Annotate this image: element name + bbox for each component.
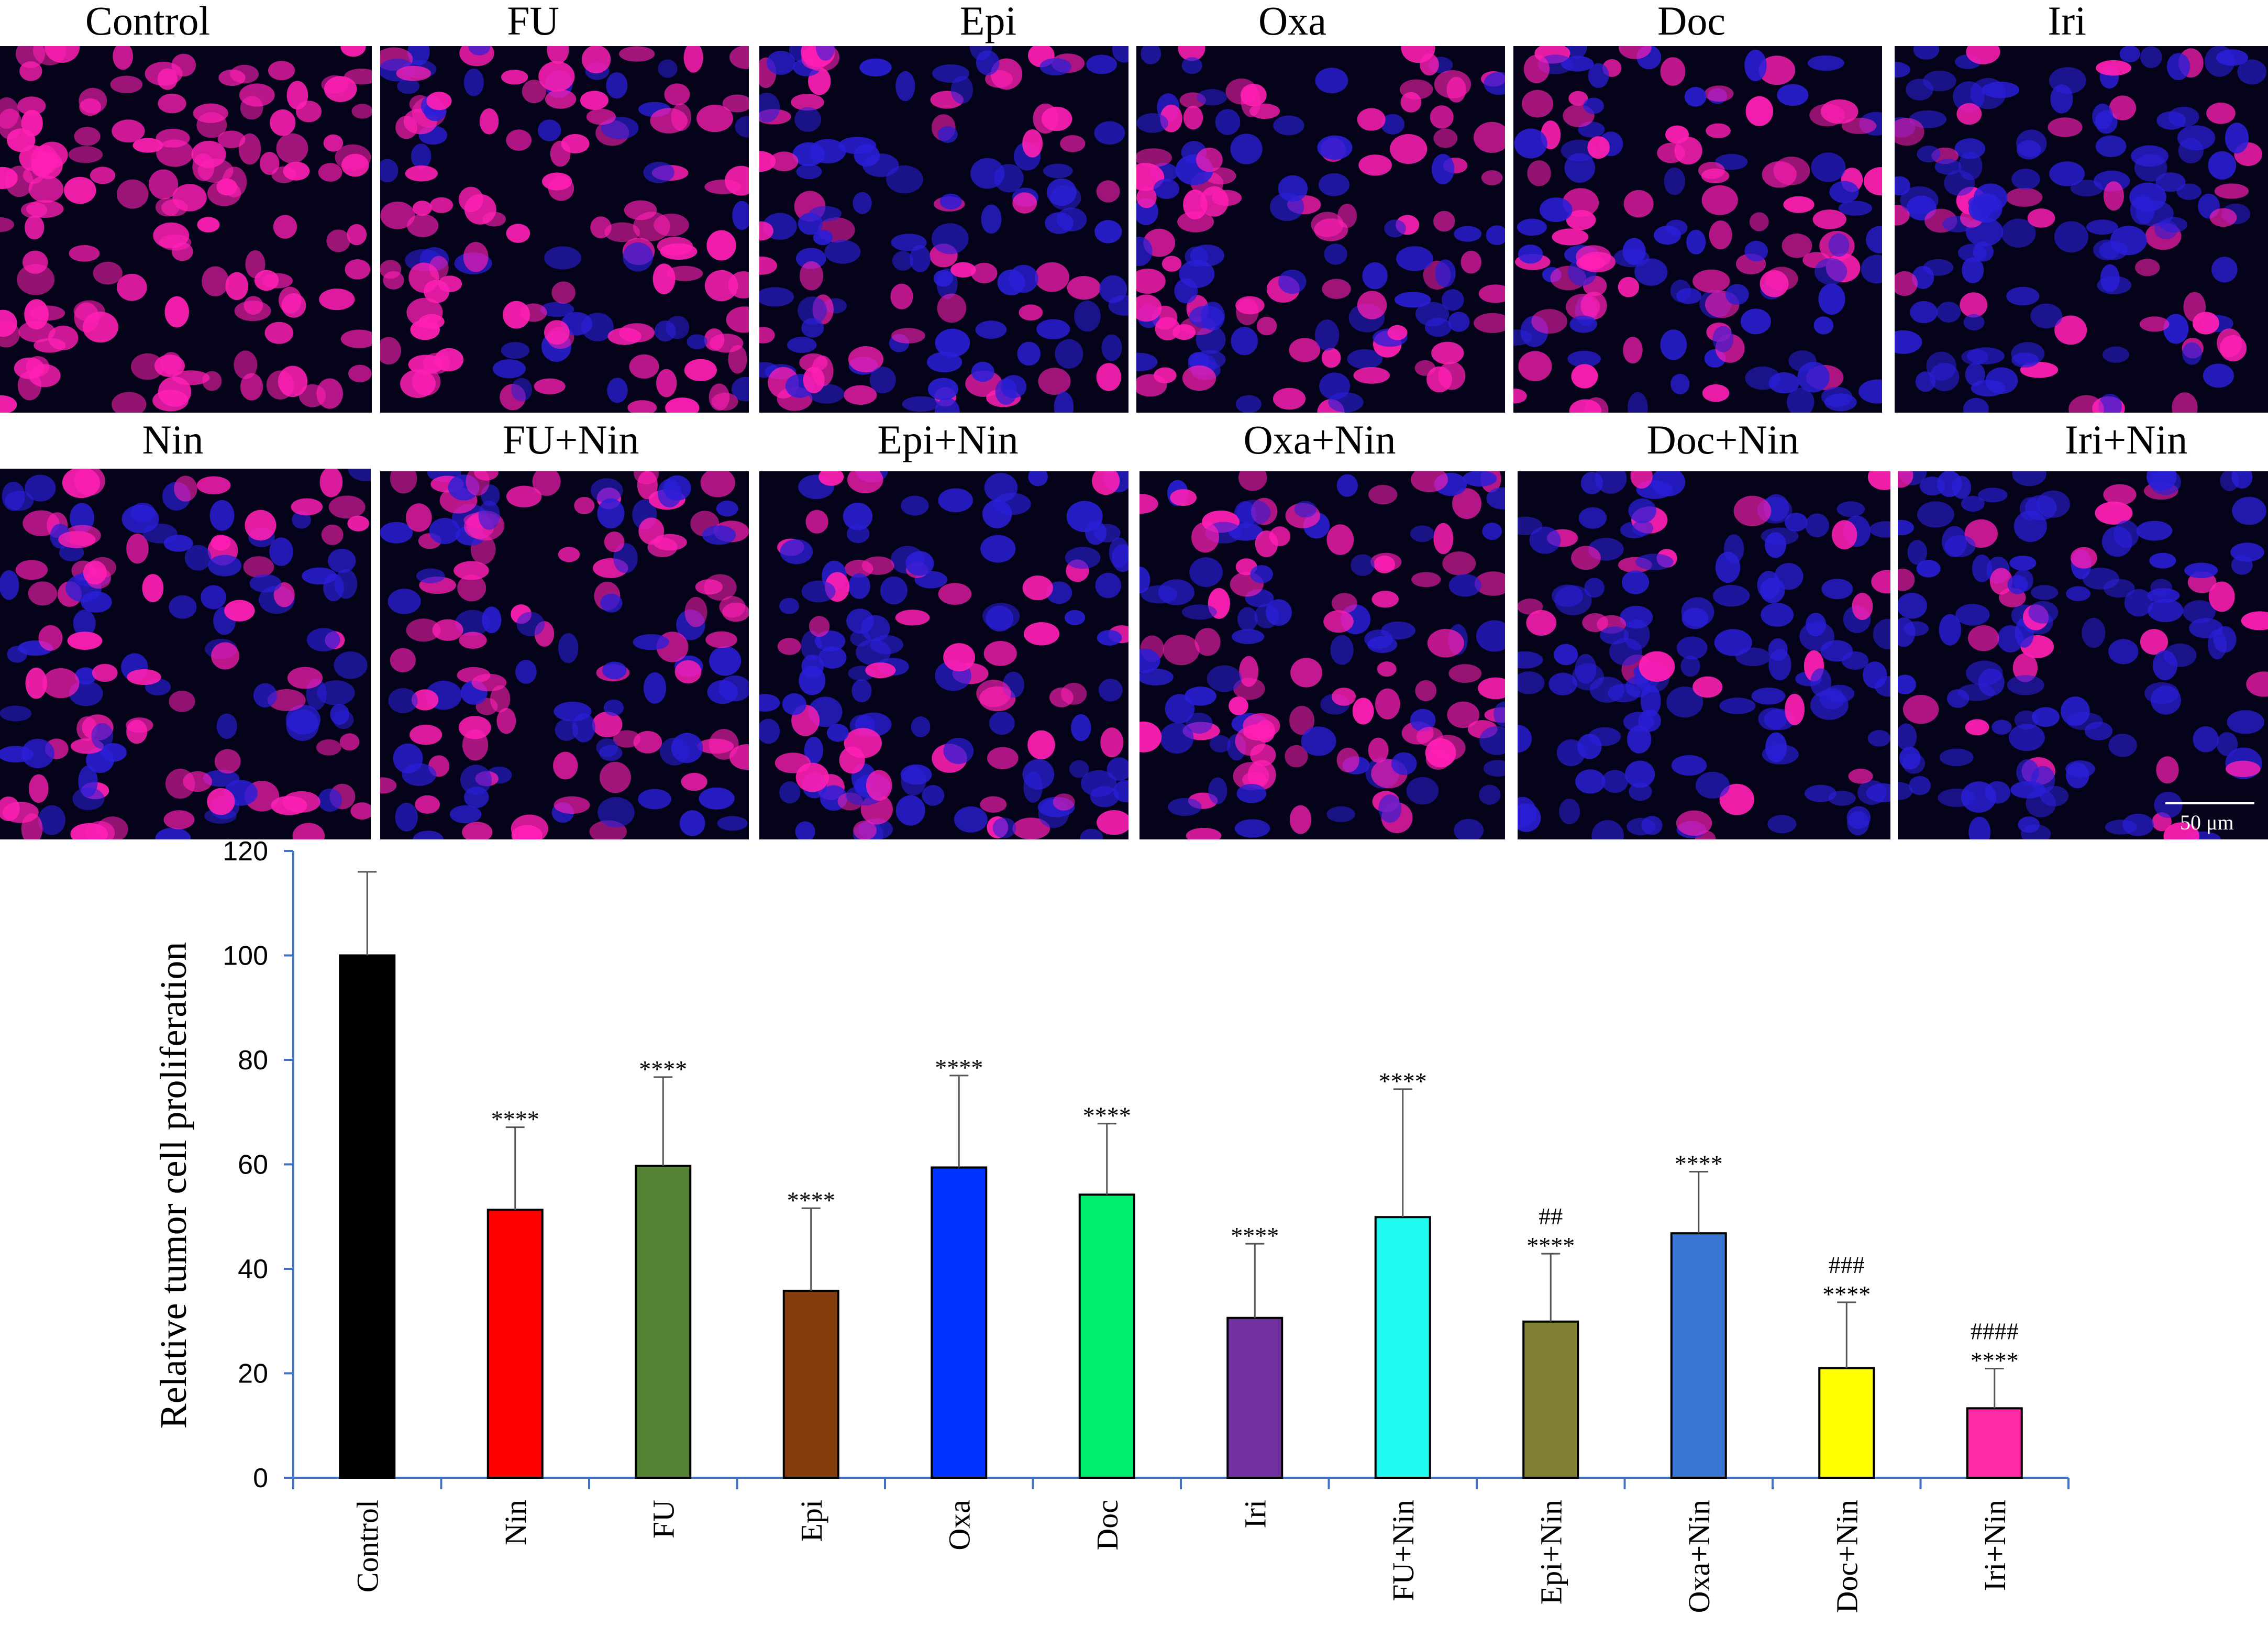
significance-stars: ****: [1971, 1347, 2019, 1374]
micrograph-nin: [0, 469, 371, 839]
significance-stars: ****: [1379, 1068, 1427, 1094]
panel-label-doc-nin: Doc+Nin: [1646, 417, 1799, 462]
significance-stars: ****: [1675, 1150, 1723, 1177]
category-label: Iri+Nin: [1978, 1500, 2012, 1591]
panel-label-iri: Iri: [2048, 0, 2086, 43]
bar-epi-nin: [1522, 1320, 1579, 1479]
bar-control: [339, 954, 396, 1479]
bar-iri: [1226, 1316, 1284, 1479]
significance-stars: ****: [639, 1056, 687, 1082]
panel-label-iri-nin: Iri+Nin: [2064, 417, 2188, 462]
significance-hashes: ####: [1971, 1318, 2019, 1345]
micrograph-doc-nin: [1518, 471, 1890, 839]
category-label: Epi+Nin: [1534, 1500, 1568, 1604]
panel-label-doc: Doc: [1657, 0, 1725, 43]
significance-hashes: ###: [1829, 1252, 1865, 1278]
significance-stars: ****: [1231, 1222, 1279, 1249]
panel-label-nin: Nin: [142, 417, 204, 462]
category-label: Doc: [1090, 1500, 1124, 1551]
bar-doc: [1078, 1193, 1135, 1479]
micrograph-fu-nin: [380, 471, 749, 839]
y-axis-label: Relative tumor cell proliferation: [152, 942, 194, 1429]
micrograph-control: [0, 46, 372, 413]
category-label: Doc+Nin: [1830, 1500, 1864, 1613]
category-label: FU: [646, 1500, 680, 1539]
scale-bar: [2165, 802, 2254, 804]
bar-epi: [782, 1289, 839, 1479]
panel-label-oxa: Oxa: [1258, 0, 1326, 43]
micrograph-iri-nin: [1898, 471, 2268, 839]
bar-doc-nin: [1818, 1367, 1875, 1479]
panel-label-control: Control: [85, 0, 211, 43]
category-label: Iri: [1238, 1500, 1272, 1529]
y-tick-label: 80: [238, 1045, 268, 1076]
micrograph-canvas: [1136, 46, 1505, 413]
micrograph-canvas: [759, 46, 1129, 413]
micrograph-epi: [759, 46, 1129, 413]
micrograph-iri: [1895, 46, 2268, 413]
panel-label-epi-nin: Epi+Nin: [877, 417, 1019, 462]
bar-fu: [635, 1165, 692, 1479]
significance-hashes: ##: [1539, 1203, 1563, 1230]
bar-fu-nin: [1374, 1216, 1431, 1479]
category-label: Oxa+Nin: [1682, 1500, 1716, 1613]
significance-stars: ****: [1526, 1232, 1575, 1259]
micrograph-fu: [380, 46, 749, 413]
y-tick-label: 120: [223, 838, 268, 867]
bar-iri-nin: [1966, 1407, 2023, 1479]
micrograph-canvas: [1139, 471, 1505, 839]
significance-stars: ****: [1083, 1102, 1131, 1129]
y-tick-label: 20: [238, 1359, 268, 1389]
category-label: Oxa: [942, 1500, 976, 1551]
significance-stars: ****: [1822, 1281, 1871, 1308]
micrograph-canvas: [1898, 471, 2268, 839]
proliferation-bar-chart: 0 20 40 60 80 100 120 Relative tumor cell prol…: [152, 838, 2070, 1613]
micrograph-canvas: [380, 46, 749, 413]
bar-oxa-nin: [1670, 1232, 1727, 1479]
panel-label-fu-nin: FU+Nin: [502, 417, 639, 462]
micrograph-canvas: [1518, 471, 1890, 839]
significance-stars: ****: [491, 1106, 539, 1133]
bar-nin: [486, 1209, 544, 1479]
significance-stars: ****: [935, 1054, 983, 1081]
y-tick-label: 60: [238, 1150, 268, 1180]
bar-oxa: [931, 1166, 988, 1479]
micrograph-epi-nin: [759, 471, 1129, 839]
significance-stars: ****: [787, 1187, 835, 1213]
panel-label-oxa-nin: Oxa+Nin: [1243, 417, 1396, 462]
y-tick-label: 40: [238, 1254, 268, 1285]
micrograph-canvas: [0, 469, 371, 839]
micrograph-canvas: [1895, 46, 2268, 413]
y-tick-label: 100: [223, 941, 268, 971]
micrograph-doc: [1513, 46, 1882, 413]
micrograph-oxa-nin: [1139, 471, 1505, 839]
micrograph-canvas: [759, 471, 1129, 839]
micrograph-canvas: [380, 471, 749, 839]
micrograph-oxa: [1136, 46, 1505, 413]
category-label: Epi: [794, 1500, 828, 1542]
micrograph-canvas: [0, 46, 372, 413]
category-label: Nin: [499, 1500, 533, 1545]
y-tick-label: 0: [253, 1463, 268, 1493]
panel-label-epi: Epi: [959, 0, 1017, 43]
micrograph-canvas: [1513, 46, 1882, 413]
scale-bar-label: 50 μm: [2180, 811, 2234, 834]
category-label: FU+Nin: [1386, 1500, 1420, 1601]
category-label: Control: [350, 1500, 384, 1592]
panel-label-fu: FU: [507, 0, 559, 43]
